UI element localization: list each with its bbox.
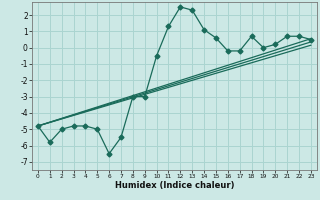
X-axis label: Humidex (Indice chaleur): Humidex (Indice chaleur)	[115, 181, 234, 190]
